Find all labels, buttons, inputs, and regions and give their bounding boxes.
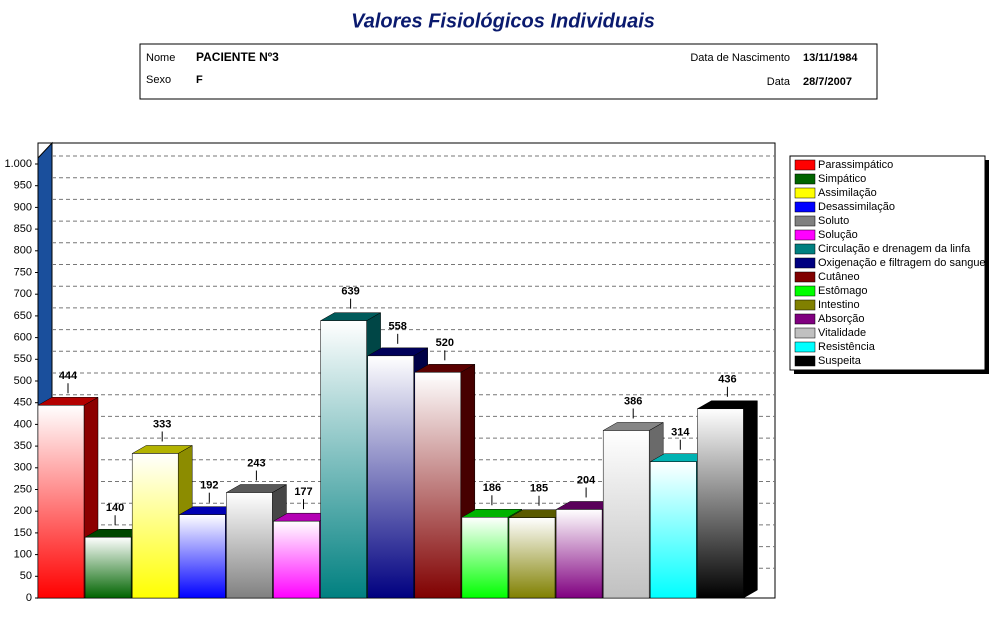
info-box	[139, 43, 878, 100]
y-tick-label: 900	[14, 201, 32, 213]
legend-swatch	[794, 313, 816, 325]
legend-label: Suspeita	[818, 355, 862, 367]
value: 13/11/1984	[803, 52, 858, 64]
y-tick-label: 400	[14, 418, 32, 430]
y-tick-label: 850	[14, 223, 32, 235]
y-tick-label: 1.000	[4, 158, 32, 170]
y-tick-label: 100	[14, 549, 32, 561]
y-tick-label: 650	[14, 310, 32, 322]
label: Data	[767, 76, 791, 88]
legend-swatch	[794, 285, 816, 297]
data-label: 314	[671, 427, 690, 439]
y-tick-label: 450	[14, 397, 32, 409]
data-label: 520	[436, 337, 454, 349]
label: Nome	[146, 52, 175, 64]
bar	[414, 372, 462, 599]
bar-side	[743, 400, 758, 599]
bar	[508, 517, 556, 599]
y-tick-label: 500	[14, 375, 32, 387]
legend-swatch	[794, 341, 816, 353]
legend-label: Circulação e drenagem da linfa	[818, 243, 971, 255]
bar	[84, 536, 132, 599]
y-tick-label: 800	[14, 245, 32, 257]
legend-label: Parassimpático	[818, 159, 893, 171]
legend-swatch	[794, 173, 816, 185]
bar	[226, 492, 273, 599]
legend-label: Intestino	[818, 299, 860, 311]
legend-label: Vitalidade	[818, 327, 866, 339]
legend-swatch	[794, 257, 816, 269]
y-tick-label: 200	[14, 505, 32, 517]
legend-swatch	[794, 355, 816, 367]
legend-label: Assimilação	[818, 187, 877, 199]
data-label: 204	[577, 474, 596, 486]
legend-swatch	[794, 201, 816, 213]
label: Data de Nascimento	[690, 52, 790, 64]
bar	[555, 509, 603, 599]
data-label: 186	[483, 482, 501, 494]
legend-label: Simpático	[818, 173, 866, 185]
legend-label: Desassimilação	[818, 201, 895, 213]
data-label: 140	[106, 502, 124, 514]
bar	[179, 514, 226, 599]
legend-label: Resistência	[818, 341, 876, 353]
data-label: 558	[389, 321, 407, 333]
legend-swatch	[794, 327, 816, 339]
data-label: 243	[247, 457, 265, 469]
legend-label: Oxigenação e filtragem do sangue	[818, 257, 986, 269]
y-tick-label: 600	[14, 332, 32, 344]
y-tick-label: 250	[14, 483, 32, 495]
legend-swatch	[794, 243, 816, 255]
value: PACIENTE Nº3	[196, 50, 279, 64]
y-tick-label: 350	[14, 440, 32, 452]
data-label: 386	[624, 395, 642, 407]
data-label: 444	[59, 370, 78, 382]
legend-label: Soluto	[818, 215, 849, 227]
bar	[602, 430, 650, 599]
data-label: 639	[341, 286, 359, 298]
bar	[273, 520, 320, 599]
y-tick-label: 550	[14, 353, 32, 365]
legend-label: Absorção	[818, 313, 864, 325]
data-label: 185	[530, 483, 548, 495]
legend-swatch	[794, 229, 816, 241]
legend-swatch	[794, 271, 816, 283]
data-label: 333	[153, 418, 171, 430]
title: Valores Fisiológicos Individuais	[351, 10, 655, 32]
legend-swatch	[794, 215, 816, 227]
y-tick-label: 750	[14, 266, 32, 278]
value: F	[196, 74, 203, 86]
bar	[37, 405, 85, 599]
data-label: 192	[200, 480, 218, 492]
legend-swatch	[794, 299, 816, 311]
y-tick-label: 700	[14, 288, 32, 300]
bar	[650, 461, 697, 599]
y-tick-label: 50	[20, 570, 32, 582]
legend-swatch	[794, 159, 816, 171]
bar	[367, 355, 414, 599]
value: 28/7/2007	[803, 76, 852, 88]
legend	[789, 155, 986, 371]
legend-swatch	[794, 187, 816, 199]
data-label: 436	[718, 374, 736, 386]
y-tick-label: 950	[14, 180, 32, 192]
legend-label: Solução	[818, 229, 858, 241]
bar	[320, 320, 367, 599]
bar	[131, 453, 179, 599]
legend-label: Estômago	[818, 285, 868, 297]
legend-label: Cutâneo	[818, 271, 860, 283]
y-tick-label: 0	[26, 592, 32, 604]
bar	[697, 408, 744, 599]
y-tick-label: 150	[14, 527, 32, 539]
label: Sexo	[146, 74, 171, 86]
y-tick-label: 300	[14, 462, 32, 474]
bar	[461, 517, 509, 599]
data-label: 177	[294, 486, 312, 498]
